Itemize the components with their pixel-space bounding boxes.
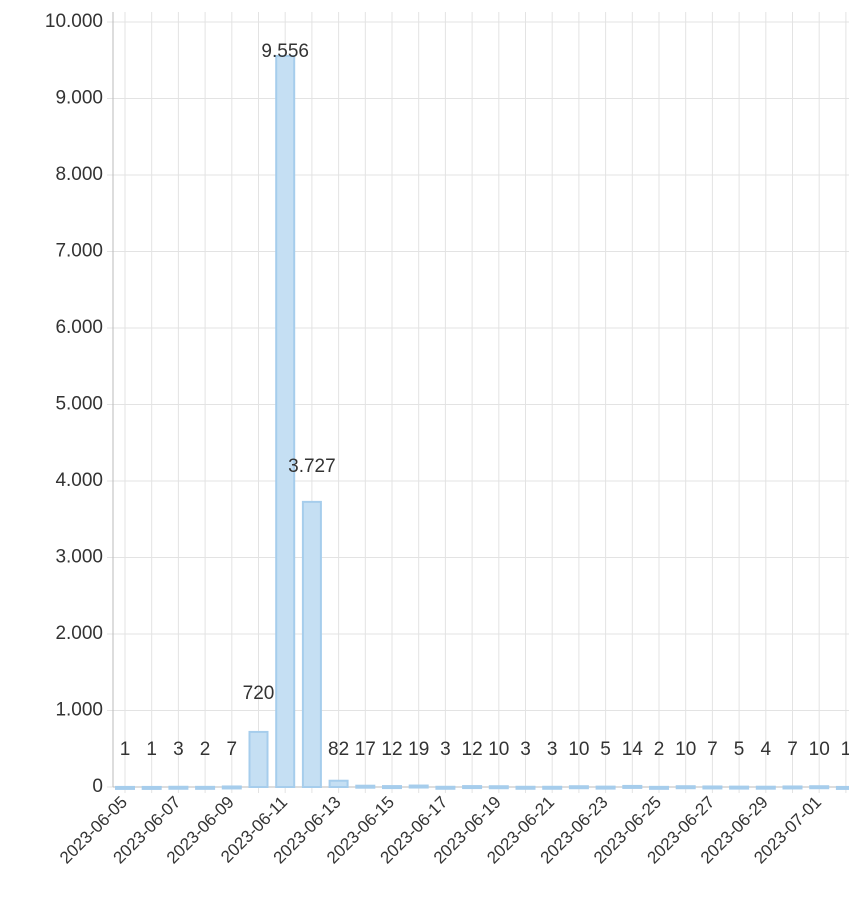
value-label: 14 [622,739,644,760]
value-label: 1 [146,739,157,760]
bar [702,785,723,790]
bar [675,785,696,790]
y-tick-label: 3.000 [55,547,103,568]
y-tick-label: 6.000 [55,317,103,338]
value-label: 720 [243,683,275,704]
bar [195,785,216,790]
y-tick-label: 10.000 [45,11,103,32]
bar [568,785,589,790]
value-label: 1 [841,739,849,760]
bar [408,784,429,789]
value-label: 10 [675,739,696,760]
y-tick-label: 5.000 [55,394,103,415]
bar [542,785,563,790]
value-label: 17 [355,739,376,760]
y-tick-label: 8.000 [55,164,103,185]
bar [622,784,643,789]
value-label: 7 [227,739,238,760]
value-label: 3 [440,739,451,760]
bar [221,785,242,790]
bar [115,785,135,790]
value-label: 19 [408,739,429,760]
value-label: 10 [488,739,509,760]
value-label: 7 [707,739,718,760]
value-label: 7 [787,739,798,760]
value-label: 2 [654,739,665,760]
bar [515,785,536,790]
bar [595,785,616,790]
value-label: 3 [173,739,184,760]
value-label: 82 [328,739,349,760]
bar [488,785,509,790]
value-label: 9.556 [261,41,309,62]
value-label: 10 [809,739,830,760]
y-tick-label: 7.000 [55,241,103,262]
bar [729,785,750,790]
bar [168,785,189,790]
value-label: 12 [381,739,402,760]
y-tick-label: 4.000 [55,470,103,491]
bar [328,779,349,788]
value-label: 1 [120,739,131,760]
bar [248,730,269,788]
bar [141,785,162,790]
value-label: 3 [520,739,531,760]
y-tick-label: 2.000 [55,623,103,644]
bar [435,785,456,790]
bar [782,785,803,790]
value-label: 3.727 [288,456,336,477]
value-label: 3 [547,739,558,760]
y-tick-label: 9.000 [55,88,103,109]
bar [462,785,483,790]
y-tick-label: 1.000 [55,700,103,721]
y-tick-label: 0 [92,776,103,797]
bar [301,500,322,788]
value-label: 5 [734,739,745,760]
bar [275,54,296,788]
value-label: 12 [462,739,483,760]
bar [382,785,402,790]
bar [755,785,776,790]
value-label: 5 [600,739,611,760]
bar [649,785,669,790]
value-label: 4 [761,739,772,760]
bar [809,785,830,790]
bar [355,784,376,789]
value-label: 10 [568,739,589,760]
value-label: 2 [200,739,211,760]
bar [835,785,849,790]
